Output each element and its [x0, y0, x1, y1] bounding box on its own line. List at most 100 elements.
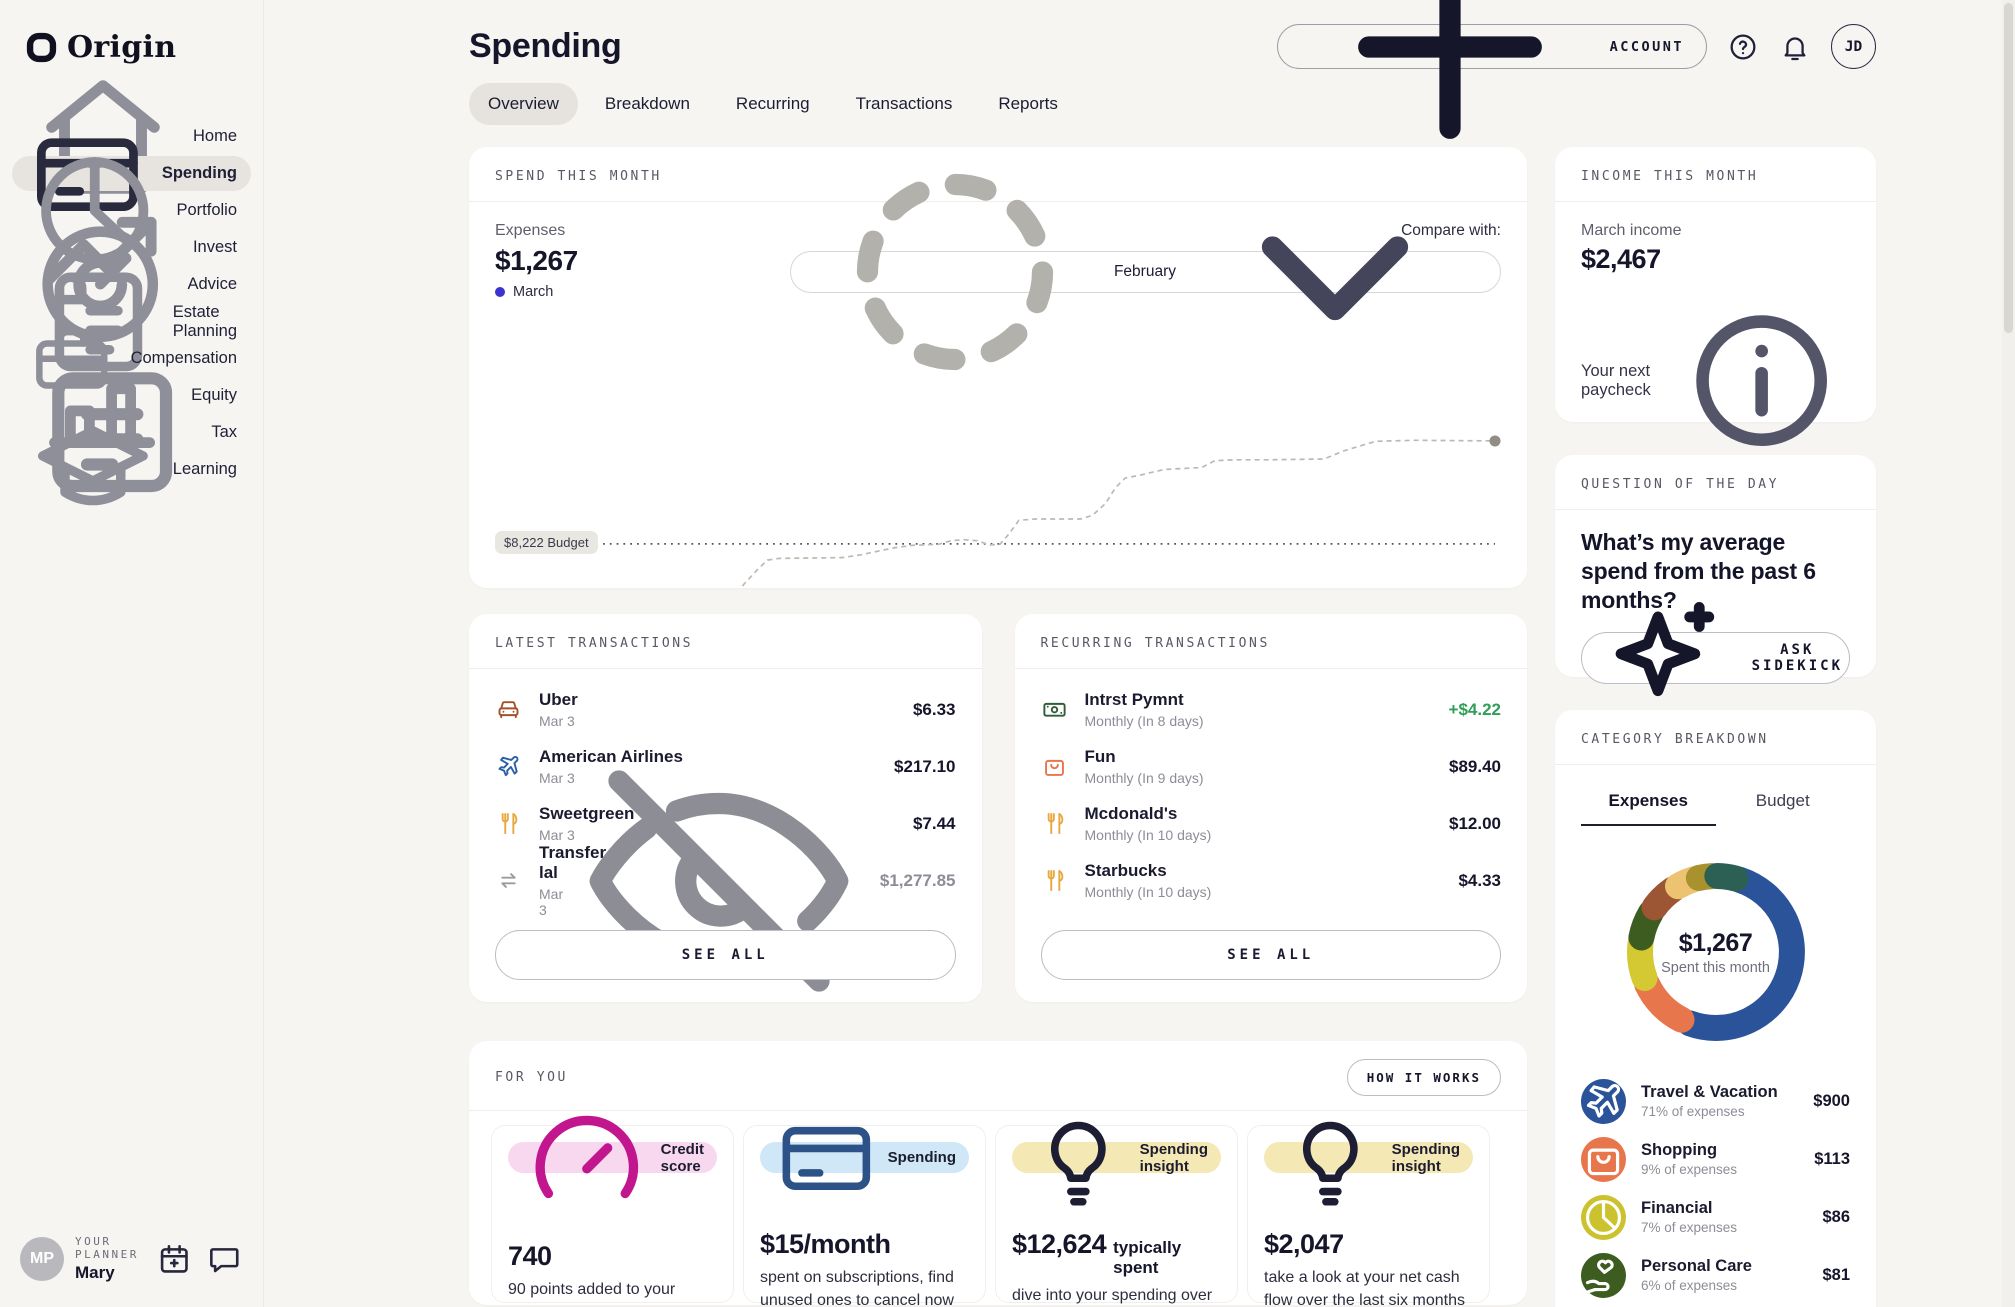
tab[interactable]: Recurring: [735, 94, 810, 113]
brand-logo: Origin: [0, 30, 263, 65]
transaction-date: Mar 3: [539, 827, 575, 843]
recurring-see-all-button[interactable]: SEE ALL: [1040, 930, 1501, 980]
category-name: Travel & Vacation: [1641, 1083, 1778, 1101]
planner-section: MP YOUR PLANNER Mary: [0, 1235, 263, 1283]
sidebar: Origin Home Spending Portfolio Invest: [0, 0, 264, 1307]
chevron-down-icon: [1185, 147, 1485, 422]
income-this-month-card: INCOME THIS MONTH March income $2,467 Yo…: [1555, 147, 1876, 547]
recurring-category-icon: [1041, 810, 1068, 837]
sidebar-item[interactable]: Compensation: [12, 328, 251, 389]
category-card-title: CATEGORY BREAKDOWN: [1581, 732, 1769, 747]
transaction-row[interactable]: Sweetgreen Mar 3 $7.44: [495, 795, 956, 852]
recurring-amount: $12.00: [1449, 813, 1501, 833]
category-name: Financial: [1641, 1199, 1713, 1217]
category-percent: 9% of expenses: [1641, 1162, 1738, 1177]
notifications-button[interactable]: [1779, 31, 1811, 63]
transaction-name: Transfer lal: [539, 843, 607, 882]
recurring-transactions-card: RECURRING TRANSACTIONS Intrst Pymnt Mont…: [1014, 614, 1527, 1002]
question-of-the-day-card: QUESTION OF THE DAY What’s my average sp…: [1555, 455, 1876, 696]
sidebar-item-label: Spending: [161, 164, 237, 182]
transaction-row[interactable]: Uber Mar 3 $6.33: [495, 681, 956, 738]
question-text: What’s my average spend from the past 6 …: [1581, 529, 1816, 613]
march-legend-dot: [495, 287, 505, 297]
insight-card[interactable]: Spending insight $12,624 typically spent…: [995, 1121, 1238, 1304]
page-header: Spending ACCOUNT JD: [469, 0, 1876, 139]
category-tabs: Expenses Budget: [1555, 781, 1876, 826]
category-percent: 71% of expenses: [1641, 1104, 1745, 1119]
sidebar-item-icon: [26, 403, 160, 537]
transaction-row[interactable]: Transfer lal Mar 3 $1,277.85: [495, 769, 956, 992]
transaction-row[interactable]: American Airlines Mar 3 $217.10: [495, 738, 956, 795]
brand-name: Origin: [67, 30, 177, 65]
insight-card[interactable]: Credit score 740 90 points added to your…: [491, 1115, 734, 1305]
recurring-frequency: Monthly (In 9 days): [1084, 770, 1204, 786]
chat-icon[interactable]: [206, 1241, 243, 1278]
march-legend: March: [495, 284, 578, 300]
tab[interactable]: Breakdown: [604, 94, 690, 113]
insight-card[interactable]: Spending insight $2,047 take a look at y…: [1247, 1121, 1490, 1305]
donut-center-value: $1,267: [1678, 928, 1753, 957]
category-amount: $86: [1822, 1207, 1850, 1226]
spend-line-chart: 0108152229 $8,222 Budget: [495, 427, 1501, 588]
category-row[interactable]: Shopping 9% of expenses $113: [1581, 1130, 1850, 1188]
insight-badge: Spending: [760, 1127, 969, 1191]
recurring-name: Fun: [1084, 747, 1116, 766]
transaction-category-icon: [495, 867, 522, 894]
insight-card[interactable]: Spending $15/month spent on subscription…: [743, 1125, 986, 1305]
recurring-row[interactable]: Fun Monthly (In 9 days) $89.40: [1041, 738, 1501, 795]
scrollbar-thumb[interactable]: [2004, 3, 2013, 333]
schedule-calendar-icon[interactable]: [156, 1241, 193, 1278]
recurring-category-icon: [1041, 696, 1068, 723]
budget-line-label: $8,222 Budget: [495, 530, 598, 554]
planner-name: Mary: [75, 1263, 115, 1282]
insight-text: 90 points added to your score this month: [508, 1281, 676, 1305]
insight-badge: Credit score: [508, 1115, 717, 1198]
insight-value: $15/month: [760, 1228, 891, 1259]
recurring-row[interactable]: Intrst Pymnt Monthly (In 8 days) +$4.22: [1041, 681, 1501, 738]
question-card-title: QUESTION OF THE DAY: [1581, 477, 1780, 492]
expenses-label: Expenses: [495, 222, 566, 239]
category-name: Shopping: [1641, 1141, 1718, 1159]
add-account-button[interactable]: ACCOUNT: [1276, 0, 1707, 139]
category-name: Personal Care: [1641, 1257, 1752, 1275]
for-you-title: FOR YOU: [495, 1070, 568, 1085]
sidebar-item[interactable]: Learning: [12, 425, 251, 505]
sidebar-item-label: Equity: [191, 386, 237, 404]
category-percent: 6% of expenses: [1641, 1278, 1738, 1293]
page-title: Spending: [469, 27, 622, 65]
tab[interactable]: Transactions: [855, 94, 953, 113]
category-icon: [1581, 1194, 1626, 1240]
category-row[interactable]: Financial 7% of expenses $86: [1581, 1188, 1850, 1246]
info-icon[interactable]: [1673, 292, 1850, 469]
latest-see-all-button[interactable]: SEE ALL: [495, 930, 956, 980]
category-row[interactable]: Personal Care 6% of expenses $81: [1581, 1246, 1850, 1304]
planner-avatar: MP: [20, 1237, 64, 1281]
transaction-category-icon: [495, 810, 522, 837]
category-icon: [1581, 1136, 1626, 1182]
insight-badge-icon: [521, 1092, 653, 1224]
tab[interactable]: Overview: [469, 83, 578, 125]
for-you-card: FOR YOU HOW IT WORKS Credit score 74: [469, 1041, 1527, 1305]
ask-sidekick-button[interactable]: ASK SIDEKICK: [1581, 601, 1850, 696]
insight-text: take a look at your net cash flow over t…: [1264, 1268, 1465, 1305]
how-it-works-button[interactable]: HOW IT WORKS: [1346, 1059, 1501, 1096]
tab[interactable]: Reports: [998, 94, 1058, 113]
compare-month-dropdown[interactable]: February: [789, 173, 1501, 371]
user-avatar[interactable]: JD: [1831, 24, 1876, 69]
category-tab[interactable]: Budget: [1755, 791, 1810, 810]
latest-transactions-title: LATEST TRANSACTIONS: [495, 636, 694, 651]
insight-badge-icon: [1277, 1104, 1384, 1211]
category-row[interactable]: Travel & Vacation 71% of expenses $900: [1581, 1072, 1850, 1130]
recurring-row[interactable]: Starbucks Monthly (In 10 days) $4.33: [1041, 852, 1501, 909]
page-scrollbar[interactable]: [2002, 0, 2015, 1307]
compare-with-label: Compare with:: [1401, 222, 1501, 239]
sidebar-item-label: Compensation: [130, 349, 237, 367]
help-button[interactable]: [1727, 31, 1759, 63]
recurring-amount: $4.33: [1458, 870, 1501, 890]
recurring-row[interactable]: Mcdonald's Monthly (In 10 days) $12.00: [1041, 795, 1501, 852]
category-amount: $900: [1813, 1091, 1850, 1110]
category-tab[interactable]: Expenses: [1581, 781, 1716, 826]
sidebar-item-label: Invest: [192, 238, 237, 256]
march-income-label: March income: [1581, 222, 1682, 239]
